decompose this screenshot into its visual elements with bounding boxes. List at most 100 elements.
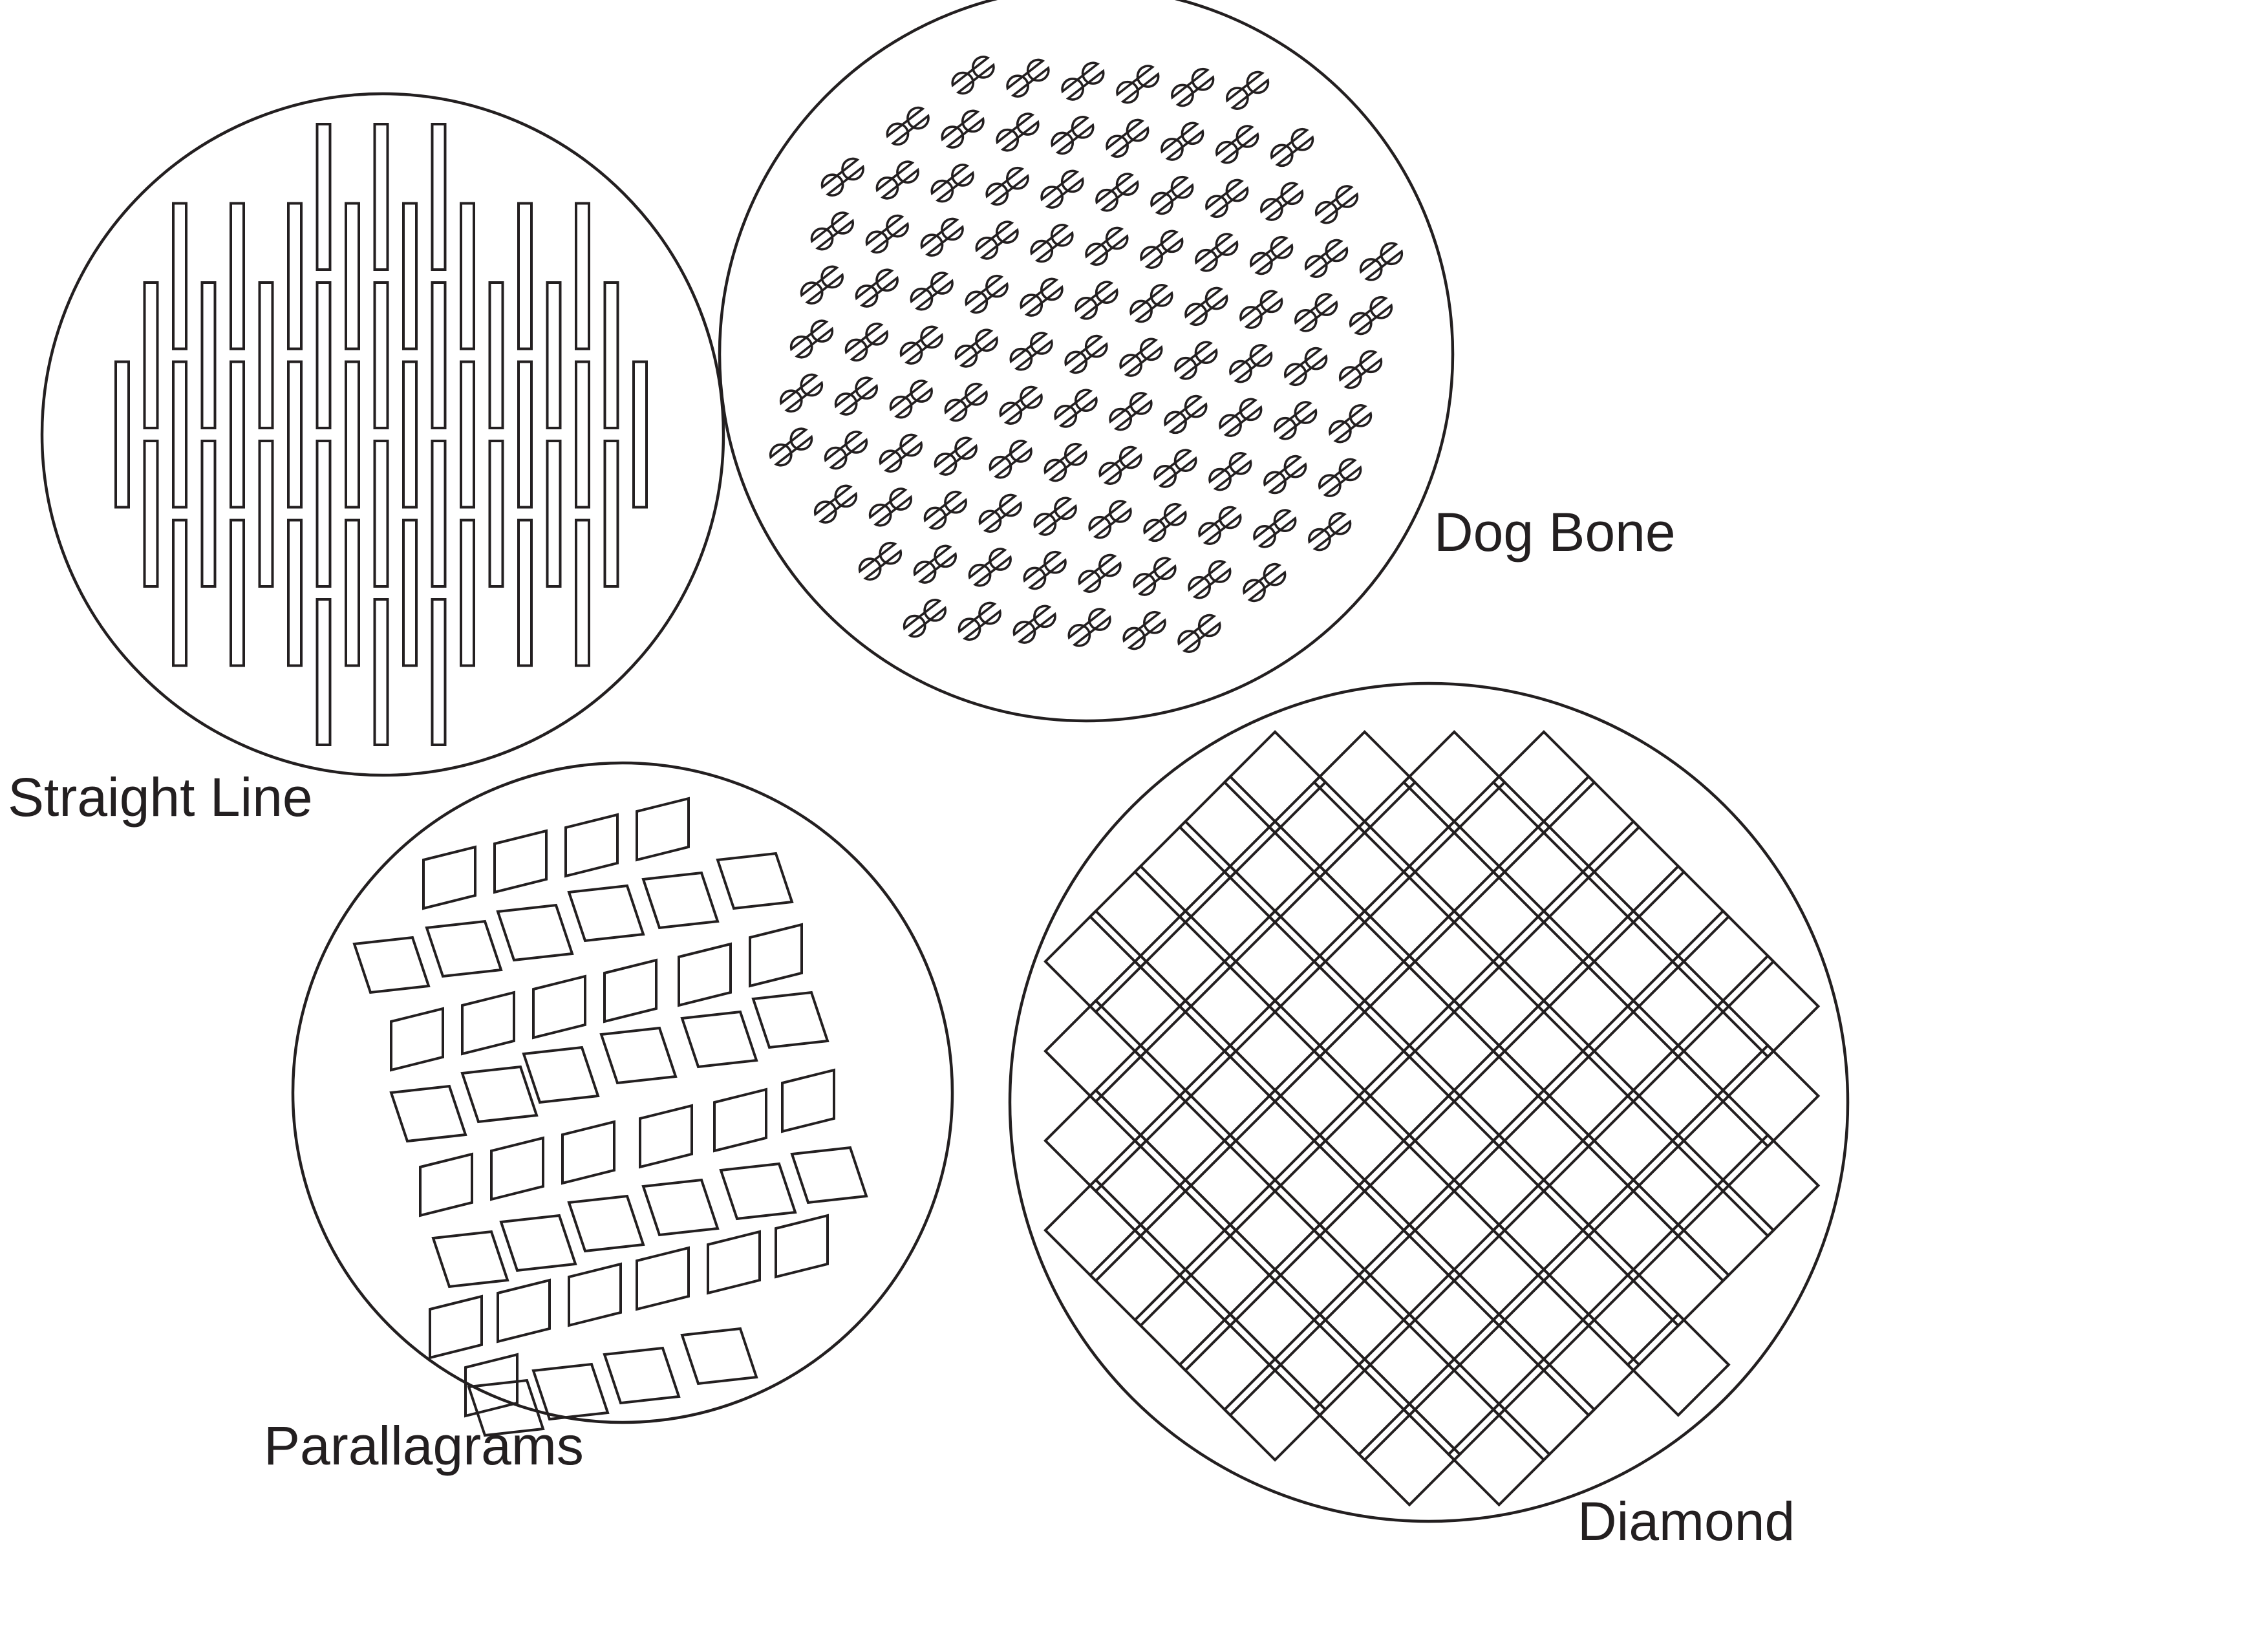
- diamond-shape: [1493, 1270, 1594, 1371]
- diamond-shape: [1314, 1180, 1415, 1281]
- dog-bone-shape: [1210, 453, 1250, 490]
- slit: [605, 441, 618, 586]
- parallelogram-shape: [569, 1196, 643, 1251]
- diamond-shape: [1269, 956, 1370, 1056]
- dog-bone-shape: [1024, 552, 1065, 589]
- dog-bone-shape: [1042, 171, 1083, 208]
- parallelogram-shape: [721, 1164, 795, 1219]
- dog-bone-shape: [791, 321, 833, 358]
- slit: [519, 204, 531, 349]
- diamond-shape: [1449, 956, 1550, 1056]
- diamond-shape: [1449, 866, 1550, 967]
- dog-bone-panel: Dog Bone: [720, 0, 1676, 721]
- diamond-shape: [1583, 1270, 1684, 1371]
- parallelogram-shape: [753, 992, 828, 1047]
- diamond-shape: [1135, 911, 1236, 1012]
- dog-bone-shape: [1110, 393, 1151, 430]
- diamond-shape: [1135, 1001, 1236, 1102]
- dog-bone-shape: [1285, 348, 1327, 385]
- diamond-shape: [1538, 777, 1639, 877]
- diamond-shape: [1404, 1359, 1504, 1460]
- parallelogram-shape: [682, 1329, 756, 1384]
- dog-bone-shape: [1272, 129, 1313, 166]
- diamond-shape: [1135, 1270, 1236, 1371]
- slit: [145, 283, 158, 428]
- parallelogram-shape: [498, 905, 572, 960]
- dog-bone-shape: [1206, 180, 1247, 217]
- slit: [576, 362, 589, 508]
- diamond-shape: [1269, 1314, 1370, 1415]
- parallelogram-shape: [495, 831, 546, 892]
- dog-bone-shape: [921, 219, 962, 255]
- dog-bone-shape: [1062, 63, 1103, 100]
- dog-bone-shape: [1045, 444, 1086, 481]
- straight-line-slits: [116, 124, 647, 745]
- diamond-shape: [1180, 1225, 1281, 1325]
- slit: [317, 599, 330, 745]
- dog-bone-shape: [1076, 282, 1117, 319]
- dog-bone-cutouts: [771, 57, 1402, 652]
- diamond-shape: [1180, 956, 1281, 1056]
- slit: [548, 441, 561, 586]
- dog-bone-shape: [945, 384, 986, 421]
- diamond-shape: [1717, 1135, 1818, 1236]
- dog-bone-shape: [1189, 561, 1230, 598]
- diamond-shape: [1538, 1135, 1639, 1236]
- slit: [461, 520, 474, 666]
- parallelogram-shape: [714, 1089, 766, 1151]
- diamond-shape: [1449, 1045, 1550, 1146]
- dog-bone-shape: [1031, 225, 1073, 262]
- dog-bone-shape: [870, 489, 911, 526]
- slit: [173, 520, 186, 666]
- slit: [173, 362, 186, 508]
- dog-bone-shape: [812, 213, 853, 250]
- dog-bone-shape: [1175, 342, 1217, 379]
- diamond-shape: [1045, 1090, 1146, 1191]
- slit: [346, 204, 359, 349]
- dog-bone-shape: [1179, 616, 1220, 652]
- diamond-shape: [1269, 1225, 1370, 1325]
- diamond-shape: [1090, 956, 1191, 1056]
- dog-bone-shape: [836, 378, 877, 414]
- diamond-shape: [1717, 1045, 1818, 1146]
- diamond-shape: [1583, 1001, 1684, 1102]
- dog-bone-shape: [771, 429, 812, 466]
- parallelogram-shape: [637, 798, 689, 860]
- dog-bone-shape: [857, 270, 897, 306]
- parallelogram-shape: [533, 1364, 608, 1419]
- slit: [288, 204, 301, 349]
- slit: [375, 441, 388, 586]
- diamond-shape: [1493, 1180, 1594, 1281]
- slit: [260, 441, 273, 586]
- slit: [433, 441, 445, 586]
- parallelogram-shape: [750, 925, 802, 986]
- dog-bone-shape: [1107, 120, 1148, 157]
- slit: [288, 520, 301, 666]
- dog-bone-shape: [1251, 237, 1292, 274]
- slit: [145, 441, 158, 586]
- dog-bone-shape: [1351, 297, 1392, 334]
- parallelogram-shape: [792, 1148, 866, 1203]
- slit: [576, 520, 589, 666]
- diamond-shape: [1538, 1314, 1639, 1415]
- diamond-shape: [1673, 1001, 1773, 1102]
- dog-bone-shape: [1100, 447, 1141, 484]
- parallelogram-cutouts: [354, 798, 866, 1435]
- parallelogram-shape: [718, 853, 792, 908]
- slit: [317, 124, 330, 270]
- slit: [317, 283, 330, 428]
- slit: [519, 362, 531, 508]
- dog-bone-shape: [1151, 177, 1192, 214]
- dog-bone-shape: [1340, 351, 1382, 388]
- dog-bone-shape: [826, 432, 867, 469]
- slit: [403, 520, 416, 666]
- parallelogram-shape: [562, 1122, 614, 1183]
- dog-bone-shape: [1316, 186, 1358, 223]
- diamond-shape: [1493, 1359, 1594, 1460]
- slit: [116, 362, 129, 508]
- diamond-shape: [1225, 822, 1325, 923]
- diamond-shape: [1269, 1135, 1370, 1236]
- parallelogram-shape: [533, 976, 585, 1038]
- dog-bone-shape: [1196, 234, 1237, 271]
